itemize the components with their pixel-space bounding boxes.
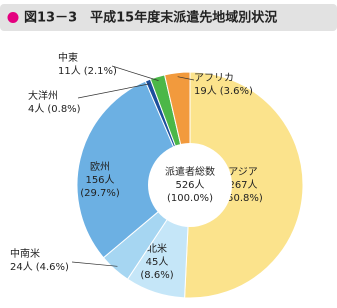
title-bullet — [7, 12, 19, 23]
slice-label: アジア — [228, 167, 258, 178]
value-label: 11人 — [58, 65, 81, 77]
slice-label: 大洋州 — [28, 89, 58, 102]
value-label: 4人 — [28, 103, 44, 115]
center-title: 派遣者総数 — [165, 165, 215, 178]
percent-label: (8.6%) — [140, 270, 173, 281]
percent-label: (4.6%) — [36, 262, 69, 273]
leader-line — [77, 83, 150, 99]
slice-label: 欧州 — [90, 161, 110, 173]
percent-label: (50.8%) — [223, 193, 263, 204]
slice-label: 中東 — [58, 51, 78, 64]
slice-label: 中南米 — [10, 247, 40, 260]
leader-line — [71, 261, 118, 267]
leader-line — [177, 76, 195, 81]
value-label: 267人 — [228, 179, 257, 191]
slice-label: アフリカ — [194, 72, 234, 84]
value-label: 19人 — [194, 85, 217, 97]
slice-label: 北米 — [147, 242, 167, 255]
percent-label: (2.1%) — [84, 66, 117, 77]
value-label: 45人 — [146, 256, 169, 268]
title-bar — [0, 4, 337, 31]
percent-label: (29.7%) — [80, 188, 120, 199]
percent-label: (0.8%) — [47, 104, 80, 115]
center-total: 526人 — [175, 179, 204, 191]
center-hole — [148, 143, 232, 227]
value-label: 24人 — [10, 261, 33, 273]
pie-slice — [184, 71, 304, 299]
percent-label: (3.6%) — [220, 86, 253, 97]
pie-slice — [76, 80, 191, 259]
value-label: 156人 — [85, 174, 114, 186]
chart-title: 図13－3 平成15年度末派遣先地域別状況 — [24, 10, 277, 26]
leader-line — [111, 65, 159, 81]
center-percent: (100.0%) — [167, 193, 213, 204]
